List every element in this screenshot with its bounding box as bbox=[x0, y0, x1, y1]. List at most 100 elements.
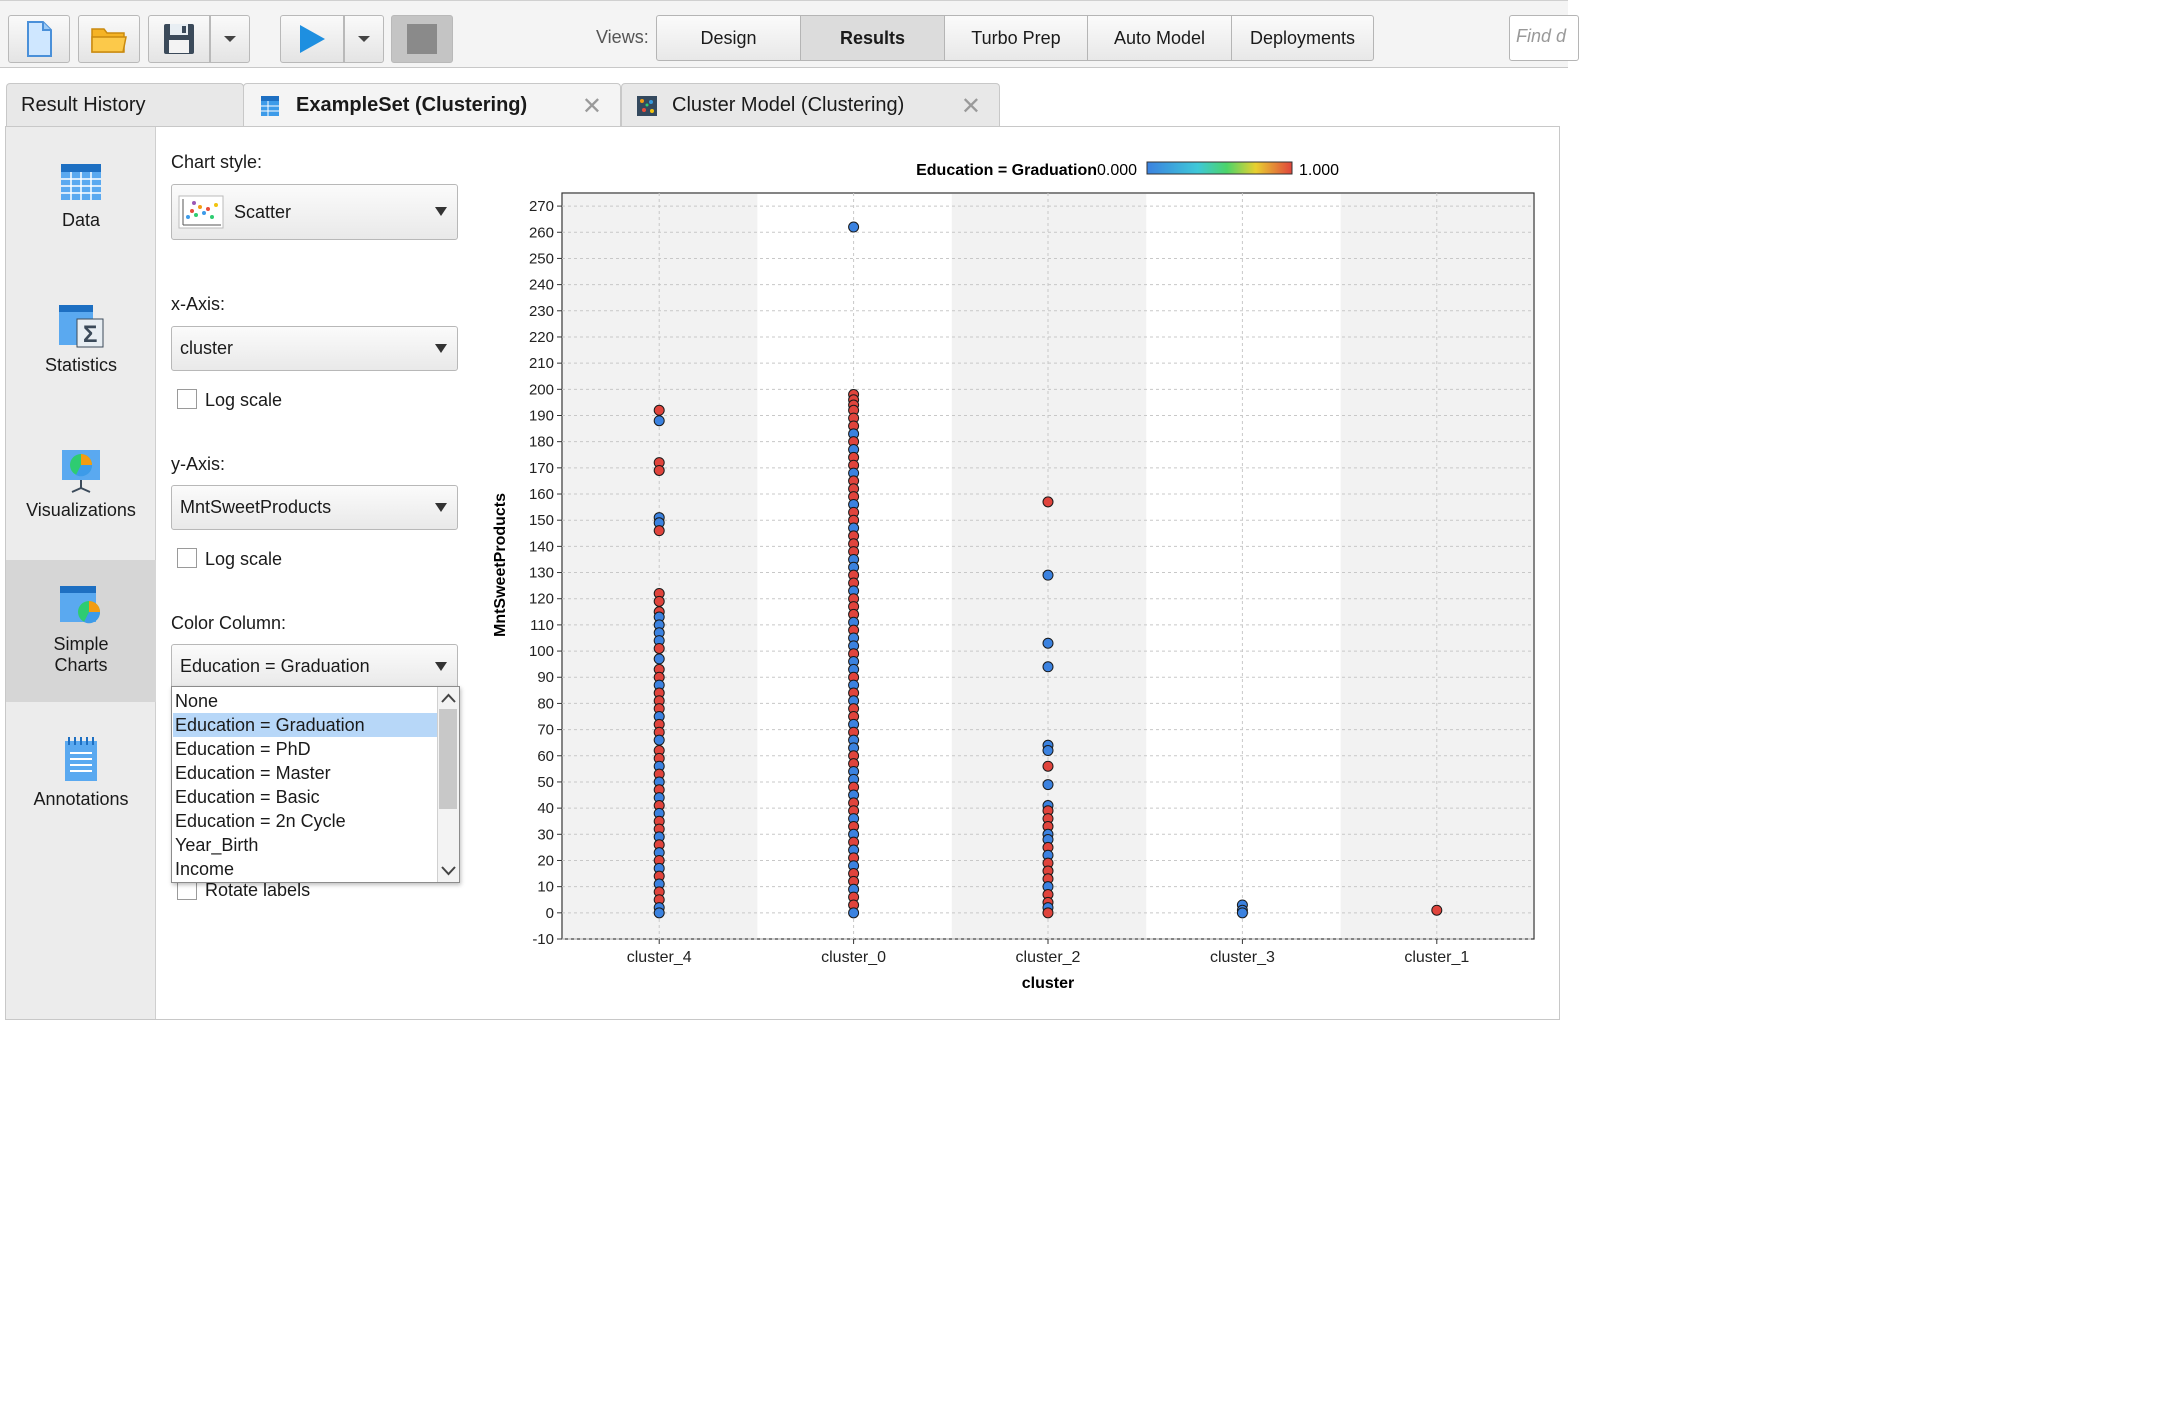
y-axis-label: y-Axis: bbox=[171, 454, 225, 474]
y-log-scale-checkbox[interactable] bbox=[177, 548, 197, 568]
color-column-value: Education = Graduation bbox=[180, 656, 370, 676]
y-tick-label: 10 bbox=[537, 879, 554, 896]
color-column-dropdown-list[interactable]: None Education = Graduation Education = … bbox=[171, 686, 460, 883]
simple-charts-icon bbox=[60, 586, 101, 624]
chart-style-value: Scatter bbox=[234, 201, 292, 222]
rotate-labels-checkbox[interactable] bbox=[177, 880, 197, 900]
find-input[interactable]: Find d bbox=[1509, 15, 1579, 61]
x-tick-label: cluster_4 bbox=[627, 949, 692, 966]
dropdown-option[interactable]: Education = 2n Cycle bbox=[175, 811, 346, 831]
dropdown-option-selected[interactable]: Education = Graduation bbox=[173, 713, 438, 737]
tab-label: ExampleSet (Clustering) bbox=[296, 94, 528, 116]
dropdown-option[interactable]: Year_Birth bbox=[175, 835, 259, 855]
views-label: Views: bbox=[596, 27, 649, 47]
view-auto-model-button[interactable]: Auto Model bbox=[1087, 15, 1232, 61]
run-play-icon bbox=[300, 25, 325, 53]
dropdown-option[interactable]: Education = Master bbox=[175, 763, 331, 783]
dropdown-scrollbar[interactable] bbox=[437, 687, 459, 882]
sidebar-item-data[interactable]: Data bbox=[6, 160, 156, 270]
sidebar-item-label: Simple Charts bbox=[53, 634, 109, 675]
color-column-label: Color Column: bbox=[171, 613, 287, 633]
run-options-dropdown[interactable] bbox=[344, 15, 384, 63]
x-axis-title: cluster bbox=[1022, 975, 1074, 992]
chevron-down-icon bbox=[435, 502, 447, 512]
view-turbo-prep-button[interactable]: Turbo Prep bbox=[944, 15, 1088, 61]
exampleset-table-icon bbox=[261, 95, 279, 116]
y-axis-value: MntSweetProducts bbox=[180, 497, 332, 517]
cluster-model-icon bbox=[637, 95, 657, 116]
sidebar-item-annotations[interactable]: Annotations bbox=[6, 735, 156, 845]
open-folder-icon bbox=[91, 28, 127, 53]
save-process-button[interactable] bbox=[148, 15, 210, 63]
y-tick-label: 160 bbox=[529, 486, 554, 503]
data-point bbox=[1042, 661, 1054, 673]
sidebar-item-label: Data bbox=[61, 210, 101, 230]
dropdown-option[interactable]: Education = PhD bbox=[175, 739, 311, 759]
visualizations-icon bbox=[62, 450, 100, 493]
view-deployments-button[interactable]: Deployments bbox=[1231, 15, 1374, 61]
tab-label: Cluster Model (Clustering) bbox=[672, 94, 905, 116]
dropdown-option[interactable]: None bbox=[175, 691, 219, 711]
y-tick-label: 180 bbox=[529, 434, 554, 451]
sidebar-item-statistics[interactable]: Σ Statistics bbox=[6, 303, 156, 413]
data-point bbox=[653, 653, 665, 665]
dropdown-option[interactable]: Income bbox=[175, 859, 235, 879]
y-tick-label: -10 bbox=[532, 931, 554, 948]
data-point bbox=[653, 907, 665, 919]
data-point bbox=[653, 415, 665, 427]
x-axis-select[interactable]: cluster bbox=[171, 326, 458, 371]
tab-result-history[interactable]: Result History bbox=[6, 83, 244, 127]
close-tab-icon[interactable]: ✕ bbox=[960, 93, 981, 120]
sidebar-item-label: Statistics bbox=[44, 355, 118, 375]
legend-min-label: 0.000 bbox=[1097, 162, 1137, 179]
tab-cluster-model[interactable]: Cluster Model (Clustering) ✕ bbox=[621, 83, 1000, 127]
y-tick-label: 80 bbox=[537, 695, 554, 712]
x-log-scale-checkbox[interactable] bbox=[177, 389, 197, 409]
y-axis-select[interactable]: MntSweetProducts bbox=[171, 485, 458, 530]
y-tick-label: 50 bbox=[537, 774, 554, 791]
run-process-button[interactable] bbox=[280, 15, 344, 63]
sidebar-item-visualizations[interactable]: Visualizations bbox=[6, 446, 156, 556]
y-tick-label: 60 bbox=[537, 748, 554, 765]
sidebar-item-simple-charts[interactable]: Simple Charts bbox=[6, 560, 156, 702]
chevron-down-icon bbox=[224, 36, 236, 42]
data-table-icon bbox=[61, 164, 101, 200]
chevron-down-icon bbox=[435, 343, 447, 353]
view-results-button[interactable]: Results bbox=[800, 15, 945, 61]
chart-legend: Education = Graduation 0.000 1.000 bbox=[916, 161, 1339, 179]
close-tab-icon[interactable]: ✕ bbox=[581, 93, 602, 120]
x-log-scale-label: Log scale bbox=[205, 390, 283, 410]
scrollbar-thumb[interactable] bbox=[439, 709, 457, 809]
x-tick-label: cluster_2 bbox=[1016, 949, 1081, 966]
tab-exampleset-clustering[interactable]: ExampleSet (Clustering) ✕ bbox=[243, 83, 621, 127]
main-toolbar: Views: Design Results Turbo Prep Auto Mo… bbox=[0, 0, 1579, 68]
x-tick-label: cluster_1 bbox=[1404, 949, 1469, 966]
scroll-up-icon bbox=[441, 693, 456, 703]
y-tick-label: 210 bbox=[529, 355, 554, 372]
data-point bbox=[653, 404, 665, 416]
save-options-dropdown[interactable] bbox=[210, 15, 250, 63]
y-tick-label: 270 bbox=[529, 198, 554, 215]
chevron-down-icon bbox=[358, 36, 370, 42]
y-log-scale-label: Log scale bbox=[205, 549, 283, 569]
y-tick-label: 40 bbox=[537, 800, 554, 817]
scatter-chart-icon bbox=[178, 195, 224, 229]
data-point bbox=[1431, 904, 1443, 916]
y-tick-label: 230 bbox=[529, 303, 554, 320]
x-tick-label: cluster_3 bbox=[1210, 949, 1275, 966]
legend-title: Education = Graduation bbox=[916, 162, 1097, 179]
color-column-select[interactable]: Education = Graduation bbox=[171, 644, 458, 689]
data-point bbox=[653, 734, 665, 746]
view-design-button[interactable]: Design bbox=[656, 15, 801, 61]
data-point bbox=[1042, 760, 1054, 772]
new-process-button[interactable] bbox=[8, 15, 70, 63]
svg-text:Σ: Σ bbox=[83, 321, 97, 348]
statistics-sigma-icon: Σ bbox=[59, 305, 104, 348]
data-point bbox=[1236, 907, 1248, 919]
new-file-icon bbox=[27, 21, 52, 57]
stop-process-button[interactable] bbox=[391, 15, 453, 63]
chart-style-select[interactable]: Scatter bbox=[171, 184, 458, 240]
dropdown-option[interactable]: Education = Basic bbox=[175, 787, 320, 807]
y-tick-label: 100 bbox=[529, 643, 554, 660]
open-process-button[interactable] bbox=[78, 15, 140, 63]
